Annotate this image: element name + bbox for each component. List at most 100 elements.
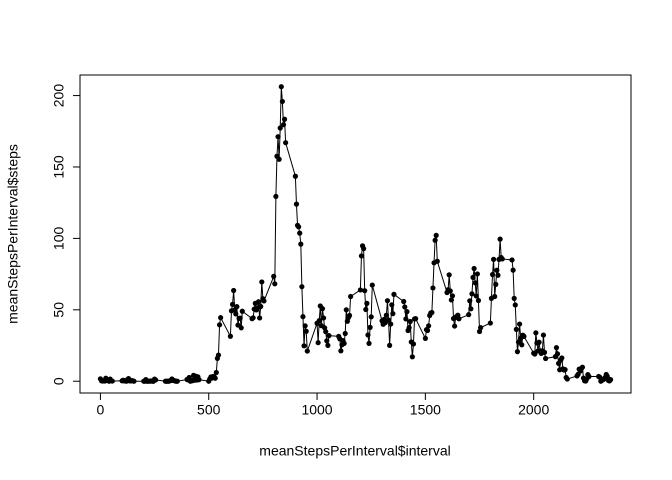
data-point: [341, 340, 347, 346]
data-point: [533, 330, 539, 336]
data-point: [257, 315, 263, 321]
data-point: [406, 325, 412, 331]
data-point: [407, 318, 413, 325]
data-point: [278, 84, 284, 90]
data-point: [429, 309, 435, 316]
data-point: [215, 352, 222, 358]
plot-box: [79, 74, 632, 394]
data-point: [497, 236, 503, 242]
data-point: [499, 256, 505, 262]
data-point: [554, 351, 561, 357]
data-point: [448, 297, 454, 303]
data-point: [449, 293, 456, 299]
data-point: [338, 348, 344, 354]
data-point: [491, 256, 497, 262]
y-tick-label: 0: [51, 377, 67, 385]
data-point: [489, 271, 496, 278]
data-point: [342, 330, 348, 337]
data-point: [362, 288, 368, 294]
x-tick-label: 1500: [410, 402, 441, 418]
data-point: [494, 267, 500, 273]
data-point: [281, 116, 288, 122]
data-point: [258, 303, 264, 310]
data-point: [292, 173, 298, 179]
data-point: [470, 274, 476, 280]
data-point: [275, 134, 281, 140]
data-point: [410, 341, 417, 347]
data-point: [433, 232, 439, 238]
data-point: [315, 340, 321, 346]
data-point: [389, 302, 395, 308]
data-point: [553, 345, 560, 351]
x-axis-label: meanStepsPerInterval$interval: [259, 443, 450, 459]
data-point: [304, 348, 310, 354]
data-point: [472, 280, 478, 286]
data-point: [456, 316, 462, 322]
data-point: [607, 377, 614, 383]
data-point: [213, 369, 219, 376]
data-point: [368, 314, 374, 320]
data-point: [174, 378, 180, 384]
data-point: [387, 342, 393, 348]
data-point: [358, 253, 365, 259]
data-point: [426, 323, 432, 329]
data-point: [446, 272, 452, 278]
x-tick-label: 2000: [518, 402, 549, 418]
data-point: [468, 306, 474, 312]
data-point: [301, 343, 307, 349]
data-point: [424, 327, 431, 334]
data-point: [422, 335, 428, 341]
data-point: [521, 333, 527, 339]
data-point: [473, 293, 479, 299]
data-point: [493, 281, 499, 287]
data-point: [540, 332, 547, 338]
data-point: [343, 307, 349, 313]
data-point: [363, 306, 369, 313]
data-point: [409, 354, 415, 360]
data-point: [300, 314, 306, 320]
data-point: [250, 315, 256, 321]
data-point: [509, 257, 515, 263]
data-point: [385, 317, 392, 323]
data-point: [467, 298, 473, 304]
data-point: [357, 287, 363, 293]
data-point: [487, 320, 493, 326]
data-point: [579, 364, 586, 370]
data-point: [255, 299, 262, 305]
data-point: [471, 265, 477, 272]
data-point: [153, 377, 159, 383]
data-point: [447, 288, 453, 294]
data-point: [586, 373, 592, 380]
data-point: [514, 349, 521, 355]
x-tick-label: 0: [97, 402, 105, 418]
data-point: [196, 377, 202, 383]
data-point: [273, 193, 279, 200]
y-tick-label: 150: [51, 155, 67, 179]
data-point: [348, 293, 354, 300]
data-point: [216, 322, 223, 328]
data-line: [99, 86, 611, 383]
data-point: [512, 302, 518, 308]
data-point: [564, 376, 570, 382]
data-point: [532, 351, 538, 357]
data-point: [369, 282, 375, 288]
data-point: [474, 271, 480, 277]
data-point: [430, 285, 436, 291]
data-point: [302, 323, 308, 329]
data-point: [367, 324, 373, 330]
data-point: [320, 315, 327, 321]
data-point: [237, 315, 243, 321]
data-point: [283, 140, 289, 146]
data-point: [325, 342, 331, 348]
data-point: [391, 291, 397, 297]
data-point: [513, 326, 519, 332]
y-tick-label: 50: [51, 302, 67, 318]
data-point: [543, 355, 549, 362]
data-point: [271, 273, 277, 279]
data-point: [517, 321, 523, 327]
data-point: [495, 272, 501, 278]
y-tick-label: 100: [51, 226, 67, 250]
data-point: [261, 298, 267, 304]
data-point: [231, 287, 237, 294]
data-point: [510, 267, 516, 273]
